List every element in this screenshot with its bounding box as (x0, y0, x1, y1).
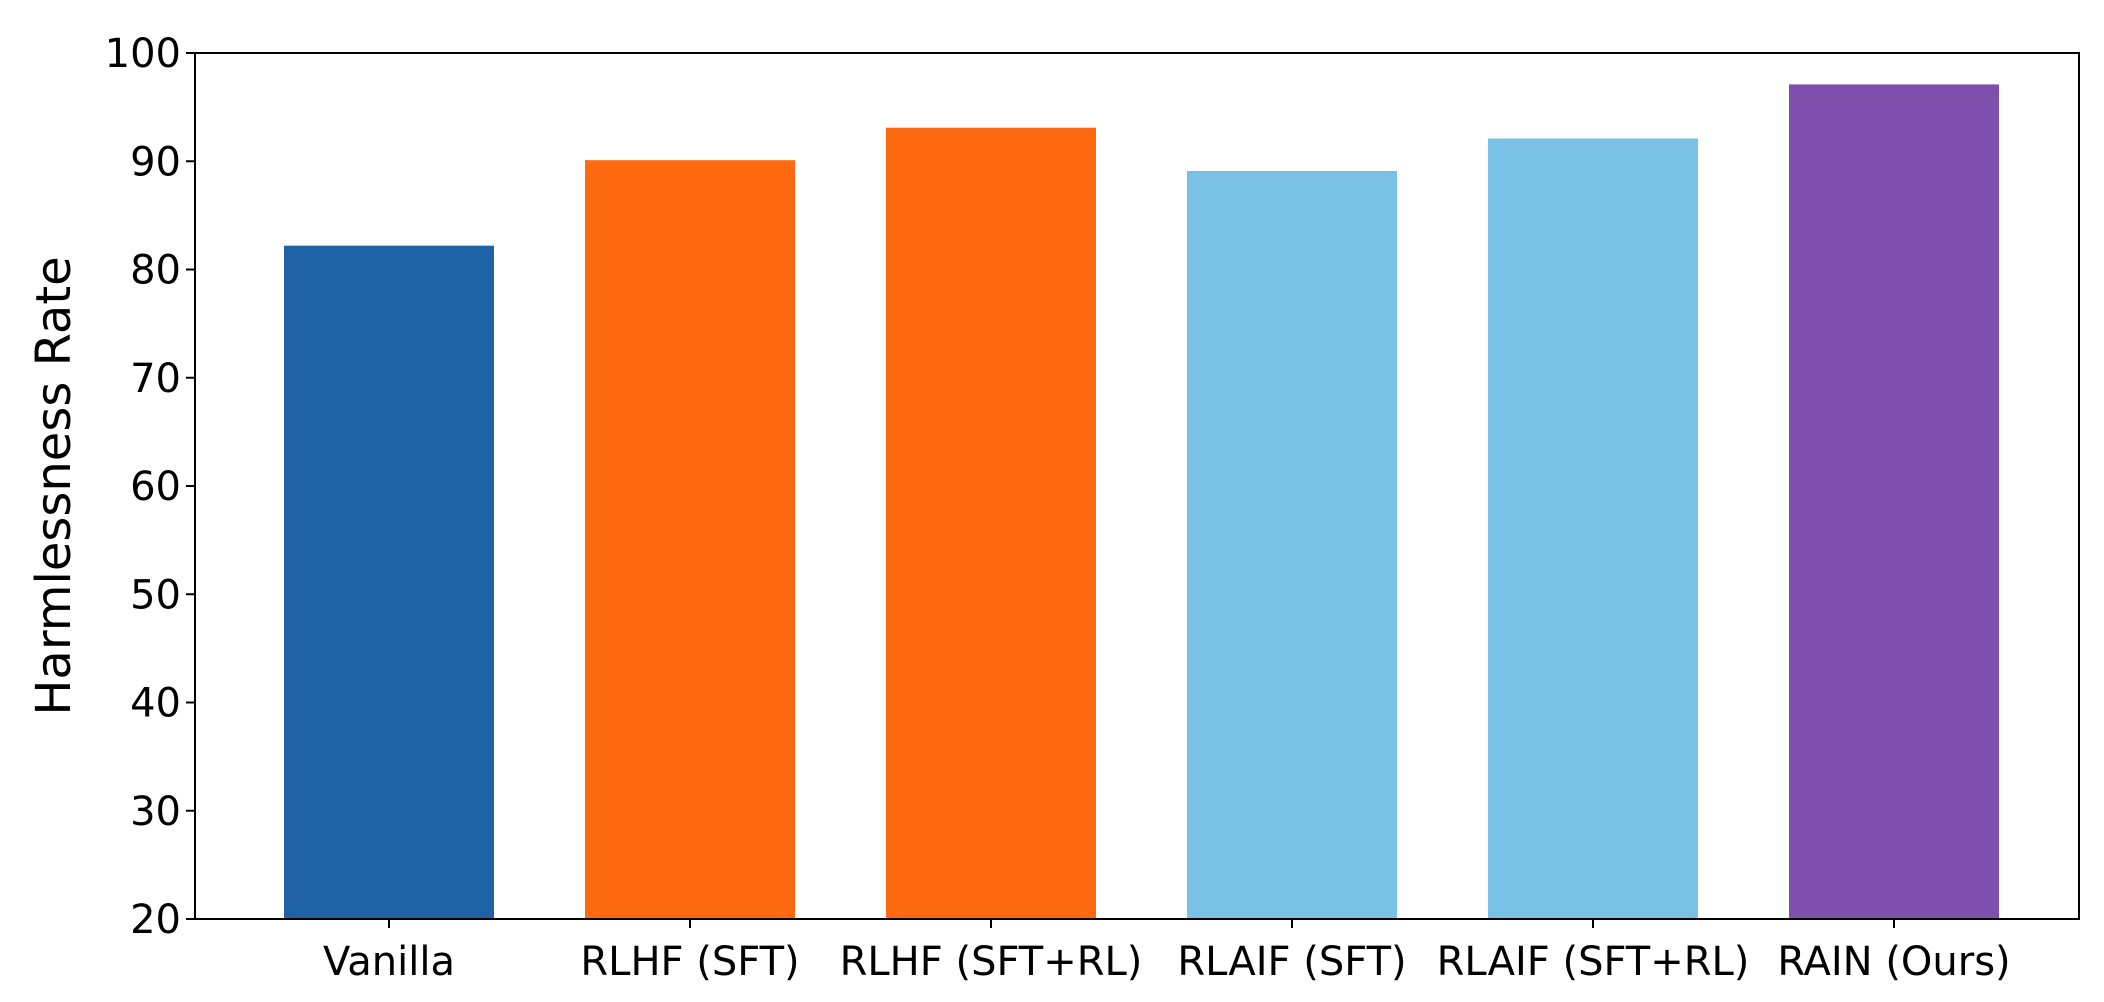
bar-2 (585, 160, 795, 920)
x-tick-label: RLAIF (SFT) (1177, 939, 1406, 985)
x-tick-label: RLAIF (SFT+RL) (1437, 939, 1750, 985)
x-axis-ticks: Vanilla RLHF (SFT) RLHF (SFT+RL) RLAIF (SFT… (323, 919, 2011, 985)
bars-group (284, 84, 1999, 920)
bar-4 (1187, 170, 1397, 919)
y-axis-label: Harmlessness Rate (26, 256, 82, 715)
y-tick-label: 40 (130, 681, 181, 727)
y-tick-label: 30 (130, 789, 181, 835)
bar-3 (886, 127, 1096, 919)
x-tick-label: Vanilla (323, 939, 455, 985)
y-tick-label: 80 (130, 248, 181, 294)
y-tick-label: 60 (130, 464, 181, 510)
x-tick-label: RAIN (Ours) (1777, 939, 2010, 985)
y-tick-label: 100 (105, 31, 181, 77)
bar-6 (1789, 84, 1999, 919)
x-tick-label: RLHF (SFT) (580, 939, 799, 985)
y-axis-ticks: 20 30 40 50 60 70 80 90 100 (105, 31, 195, 943)
bar-5 (1488, 138, 1698, 919)
y-tick-label: 50 (130, 572, 181, 618)
y-tick-label: 70 (130, 356, 181, 402)
y-tick-label: 20 (130, 897, 181, 943)
y-tick-label: 90 (130, 139, 181, 185)
x-tick-label: RLHF (SFT+RL) (840, 939, 1143, 985)
bar-1 (284, 245, 494, 919)
